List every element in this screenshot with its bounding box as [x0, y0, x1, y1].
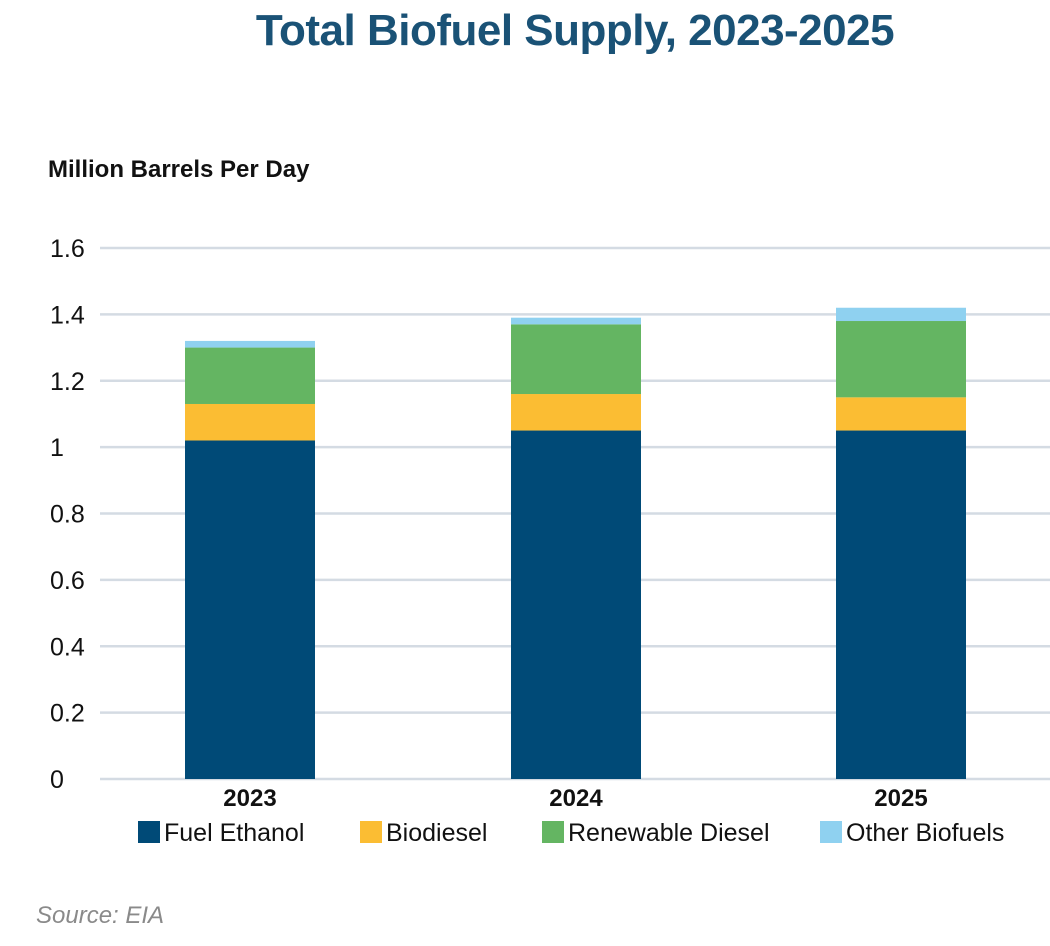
x-axis-ticks: 2023 2024 2025	[223, 785, 927, 812]
legend-swatch	[360, 821, 382, 843]
y-tick-label: 1	[50, 434, 64, 462]
bars	[185, 307, 966, 779]
bar-segment	[836, 307, 966, 322]
bar-segment	[185, 440, 315, 779]
bar-segment	[511, 317, 641, 325]
legend-swatch	[138, 821, 160, 843]
bar-segment	[185, 340, 315, 348]
bar-segment	[511, 394, 641, 431]
x-tick-label: 2025	[874, 785, 927, 812]
chart-title: Total Biofuel Supply, 2023-2025	[255, 6, 895, 55]
legend-swatch	[820, 821, 842, 843]
y-tick-label: 1.4	[50, 301, 85, 329]
source-note: Source: EIA	[36, 902, 165, 929]
y-axis-ticks: 0 0.2 0.4 0.6 0.8 1 1.2 1.4 1.6	[50, 235, 85, 794]
legend-label: Biodiesel	[386, 819, 487, 847]
bar-segment	[185, 403, 315, 441]
legend-label: Other Biofuels	[846, 819, 1004, 847]
y-tick-label: 0.8	[50, 501, 85, 529]
y-tick-label: 0	[50, 766, 64, 794]
legend: Fuel Ethanol Biodiesel Renewable Diesel Oth…	[138, 819, 1004, 847]
y-tick-label: 0.4	[50, 633, 85, 661]
y-tick-label: 0.6	[50, 567, 85, 595]
bar-segment	[836, 321, 966, 398]
bar-segment	[511, 430, 641, 779]
legend-label: Fuel Ethanol	[164, 819, 304, 847]
bar-segment	[836, 397, 966, 431]
y-tick-label: 0.2	[50, 700, 85, 728]
bar-segment	[836, 430, 966, 779]
y-axis-label: Million Barrels Per Day	[48, 156, 310, 183]
legend-label: Renewable Diesel	[568, 819, 770, 847]
bar-segment	[185, 347, 315, 404]
y-tick-label: 1.6	[50, 235, 85, 263]
bar-segment	[511, 324, 641, 395]
y-tick-label: 1.2	[50, 368, 85, 396]
x-tick-label: 2024	[549, 785, 603, 812]
x-tick-label: 2023	[223, 785, 276, 812]
legend-swatch	[542, 821, 564, 843]
